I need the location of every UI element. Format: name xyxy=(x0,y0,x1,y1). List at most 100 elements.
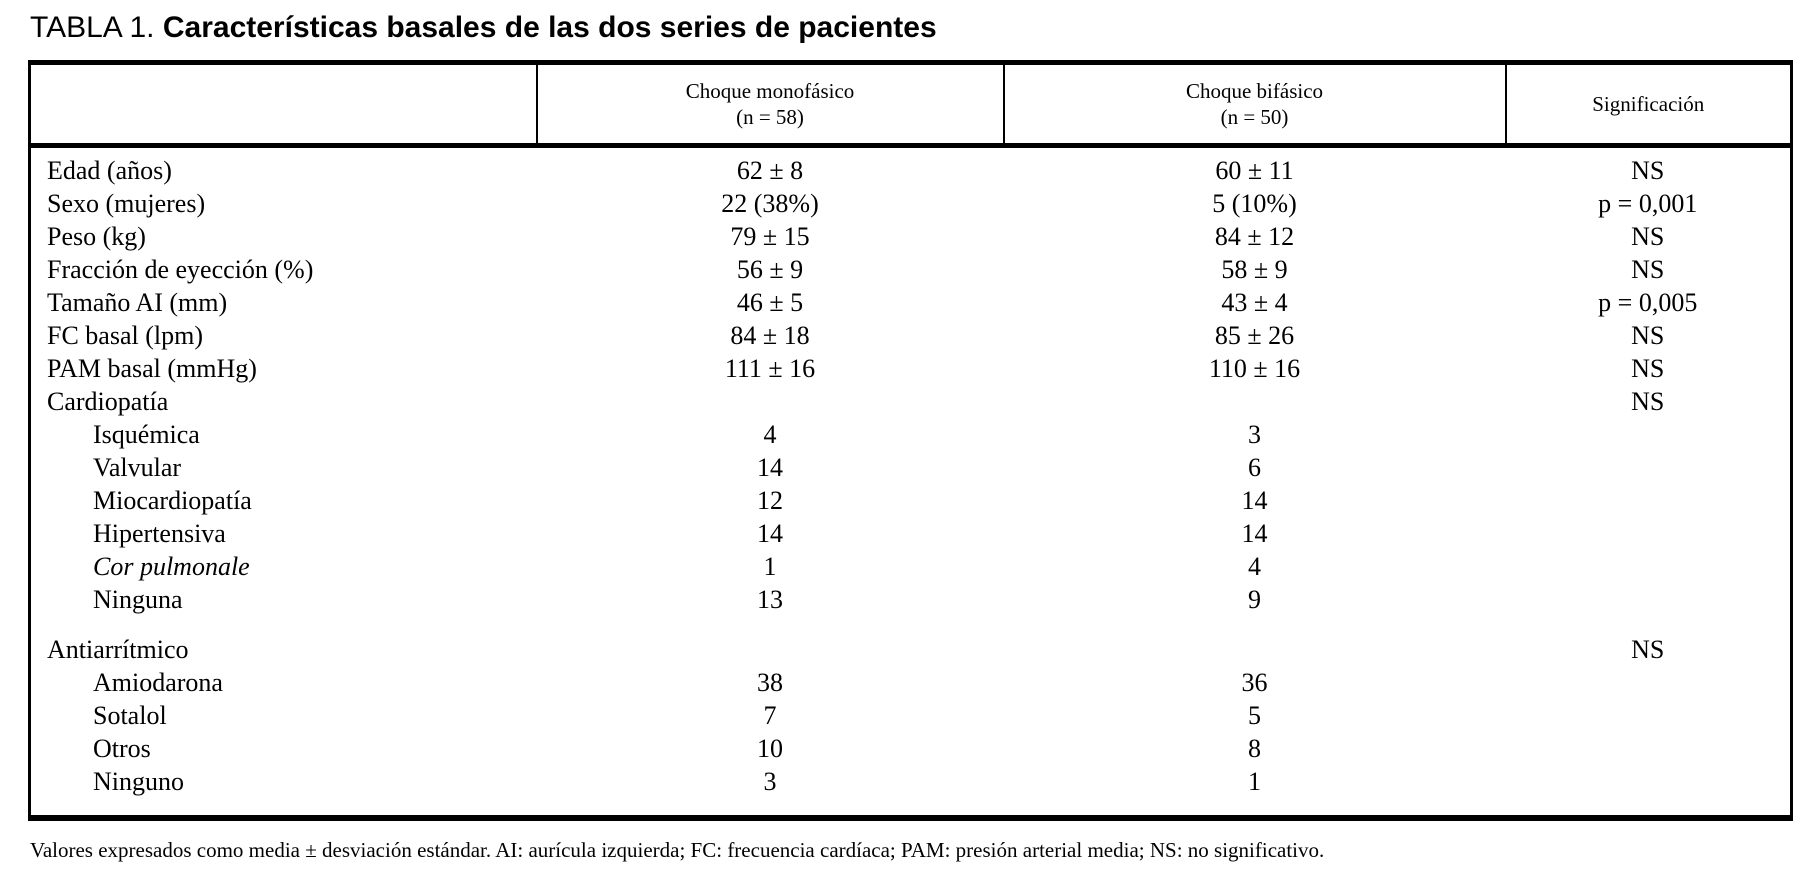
table-header-row: Choque monofásico (n = 58) Choque bifási… xyxy=(29,62,1792,148)
header-monophasic-cell: Choque monofásico (n = 58) xyxy=(535,62,1004,148)
biphasic-value-cell: 43 ± 4 xyxy=(1221,287,1288,317)
header-monophasic-line1: Choque monofásico xyxy=(685,79,855,103)
monophasic-value-cell: 14 xyxy=(757,452,783,482)
biphasic-value-cell: 9 xyxy=(1248,584,1261,614)
significance-value-cell xyxy=(1506,418,1792,451)
table-title: TABLA 1. Características basales de las … xyxy=(30,8,1791,48)
monophasic-value-cell xyxy=(537,633,1004,666)
table-row: Isquémica 4 3 xyxy=(30,418,1792,451)
row-label-cell: Edad (años) xyxy=(47,155,172,185)
row-label-cell: Cor pulmonale xyxy=(93,551,250,581)
biphasic-value-cell: 14 xyxy=(1241,518,1268,548)
biphasic-value-cell: 8 xyxy=(1248,733,1261,763)
biphasic-value-cell: 85 ± 26 xyxy=(1214,320,1295,350)
header-monophasic-line2: (n = 58) xyxy=(736,105,804,129)
significance-value-cell: NS xyxy=(1631,386,1665,416)
row-label-cell: Ninguno xyxy=(93,766,184,796)
table-row: FC basal (lpm) 84 ± 18 85 ± 26 NS xyxy=(30,319,1792,352)
table-row: Ninguno 3 1 xyxy=(30,765,1792,798)
biphasic-value-cell: 3 xyxy=(1248,419,1261,449)
significance-value-cell: p = 0,005 xyxy=(1598,287,1698,317)
baseline-characteristics-table: Choque monofásico (n = 58) Choque bifási… xyxy=(28,60,1793,821)
significance-value-cell: p = 0,001 xyxy=(1598,188,1698,218)
monophasic-value-cell: 46 ± 5 xyxy=(736,287,804,317)
section-spacer xyxy=(30,616,1792,633)
header-empty-cell xyxy=(29,62,537,148)
monophasic-value-cell: 56 ± 9 xyxy=(736,254,804,284)
page: TABLA 1. Características basales de las … xyxy=(28,8,1793,862)
row-label-cell: Ninguna xyxy=(93,584,183,614)
monophasic-value-cell: 13 xyxy=(757,584,783,614)
row-label-cell: Cardiopatía xyxy=(47,386,169,416)
row-label-cell: PAM basal (mmHg) xyxy=(47,353,257,383)
table-row: Antiarrítmico NS xyxy=(30,633,1792,666)
header-biphasic-line2: (n = 50) xyxy=(1220,105,1289,129)
table-title-prefix: TABLA 1. xyxy=(30,11,155,44)
row-label-cell: FC basal (lpm) xyxy=(47,320,203,350)
biphasic-value-cell: 5 xyxy=(1248,700,1261,730)
row-label-cell: Sotalol xyxy=(93,700,167,730)
biphasic-value-cell: 5 (10%) xyxy=(1212,188,1297,218)
body-bottom-padding xyxy=(30,798,1792,818)
table-row: Peso (kg) 79 ± 15 84 ± 12 NS xyxy=(30,220,1792,253)
monophasic-value-cell xyxy=(537,385,1004,418)
table-row: Otros 10 8 xyxy=(30,732,1792,765)
row-label-cell: Hipertensiva xyxy=(93,518,226,548)
monophasic-value-cell: 111 ± 16 xyxy=(724,353,816,383)
biphasic-value-cell: 4 xyxy=(1248,551,1261,581)
monophasic-value-cell: 38 xyxy=(757,667,783,697)
significance-value-cell: NS xyxy=(1631,155,1665,185)
monophasic-value-cell: 4 xyxy=(763,419,777,449)
biphasic-value-cell: 84 ± 12 xyxy=(1214,221,1295,251)
significance-value-cell xyxy=(1506,699,1792,732)
table-row: Valvular 14 6 xyxy=(30,451,1792,484)
monophasic-value-cell: 12 xyxy=(757,485,783,515)
significance-value-cell: NS xyxy=(1631,221,1665,251)
significance-value-cell: NS xyxy=(1631,320,1665,350)
significance-value-cell xyxy=(1506,484,1792,517)
table-title-text: Características basales de las dos serie… xyxy=(162,11,937,44)
significance-value-cell xyxy=(1506,666,1792,699)
row-label-cell: Valvular xyxy=(93,452,182,482)
monophasic-value-cell: 7 xyxy=(763,700,777,730)
body-bottom-padding-cell xyxy=(30,798,1792,818)
significance-value-cell: NS xyxy=(1631,353,1665,383)
monophasic-value-cell: 22 (38%) xyxy=(721,188,819,218)
biphasic-value-cell xyxy=(1004,385,1506,418)
significance-value-cell xyxy=(1506,550,1792,583)
header-significance-cell: Significación xyxy=(1504,62,1792,148)
table-row: Amiodarona 38 36 xyxy=(30,666,1792,699)
section-spacer-cell xyxy=(30,616,1792,633)
body-top-padding-cell xyxy=(30,146,1792,154)
row-label-cell: Otros xyxy=(93,733,151,763)
significance-value-cell xyxy=(1506,732,1792,765)
table-row: Hipertensiva 14 14 xyxy=(30,517,1792,550)
row-label-cell: Fracción de eyección (%) xyxy=(47,254,314,284)
table-body: Edad (años) 62 ± 8 60 ± 11 NS Sexo (mujeres)… xyxy=(30,146,1792,818)
row-label-cell: Miocardiopatía xyxy=(93,485,252,515)
table-row: Ninguna 13 9 xyxy=(30,583,1792,616)
table-row: Tamaño AI (mm) 46 ± 5 43 ± 4 p = 0,005 xyxy=(30,286,1792,319)
monophasic-value-cell: 62 ± 8 xyxy=(736,155,804,185)
biphasic-value-cell: 58 ± 9 xyxy=(1221,254,1288,284)
table-row: Fracción de eyección (%) 56 ± 9 58 ± 9 NS xyxy=(30,253,1792,286)
significance-value-cell xyxy=(1506,517,1792,550)
biphasic-value-cell: 60 ± 11 xyxy=(1215,155,1294,185)
biphasic-value-cell xyxy=(1004,633,1506,666)
significance-value-cell xyxy=(1506,451,1792,484)
header-biphasic-cell: Choque bifásico (n = 50) xyxy=(1002,62,1506,148)
row-label-cell: Isquémica xyxy=(93,419,200,449)
significance-value-cell: NS xyxy=(1631,254,1665,284)
row-label-cell: Peso (kg) xyxy=(47,221,146,251)
table-row: Edad (años) 62 ± 8 60 ± 11 NS xyxy=(30,154,1792,187)
biphasic-value-cell: 14 xyxy=(1241,485,1268,515)
significance-value-cell xyxy=(1506,583,1792,616)
table-header: Choque monofásico (n = 58) Choque bifási… xyxy=(29,62,1792,148)
monophasic-value-cell: 10 xyxy=(757,733,783,763)
table-footnote: Valores expresados como media ± desviaci… xyxy=(30,837,1325,862)
biphasic-value-cell: 36 xyxy=(1241,667,1268,697)
table-row: Sotalol 7 5 xyxy=(30,699,1792,732)
significance-value-cell: NS xyxy=(1631,634,1665,664)
biphasic-value-cell: 6 xyxy=(1248,452,1261,482)
row-label-cell: Antiarrítmico xyxy=(47,634,189,664)
